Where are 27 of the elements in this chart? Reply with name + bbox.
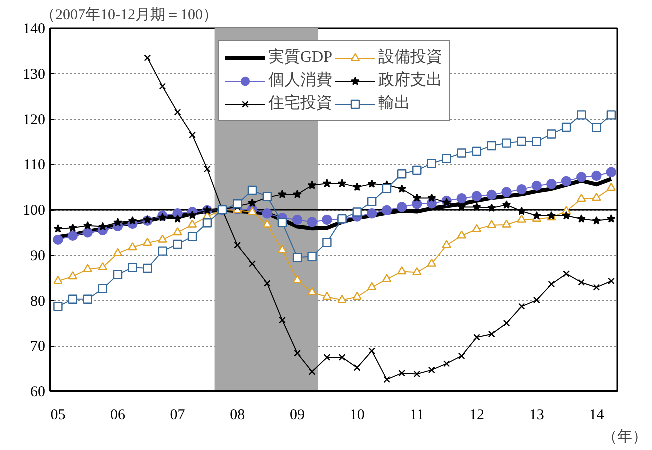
y-tick-label: 60 — [30, 384, 46, 400]
x-tick-label: 09 — [290, 408, 306, 424]
x-tick-label: 10 — [350, 408, 365, 424]
y-tick-label: 90 — [30, 248, 46, 264]
x-tick-label: 05 — [50, 408, 66, 424]
x-tick-label: 06 — [110, 408, 126, 424]
legend-label: 設備投資 — [378, 48, 443, 68]
y-axis-title: （2007年10-12月期＝100） — [40, 6, 218, 24]
legend-label: 輸出 — [378, 94, 411, 114]
legend-label: 個人消費 — [268, 70, 332, 91]
x-tick-label: 07 — [170, 408, 186, 424]
y-tick-label: 120 — [23, 112, 46, 128]
legend-label: 実質GDP — [268, 48, 333, 68]
x-axis-title: （年） — [602, 428, 648, 446]
y-tick-label: 140 — [23, 22, 46, 38]
y-tick-label: 110 — [24, 158, 46, 174]
x-tick-label: 11 — [410, 408, 424, 424]
y-tick-label: 100 — [23, 203, 46, 219]
legend-label: 住宅投資 — [268, 94, 332, 114]
y-tick-label: 70 — [30, 339, 46, 356]
y-tick-label: 130 — [23, 66, 46, 83]
x-tick-label: 12 — [469, 408, 484, 424]
x-tick-label: 08 — [230, 408, 246, 424]
x-tick-label: 13 — [529, 408, 544, 424]
legend-label: 政府支出 — [378, 70, 443, 91]
y-tick-label: 80 — [30, 294, 46, 310]
x-tick-label: 14 — [589, 408, 605, 424]
